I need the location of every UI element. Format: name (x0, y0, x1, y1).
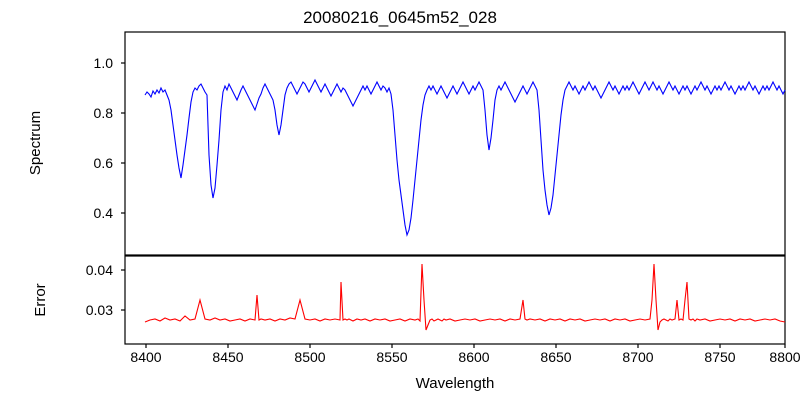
error-panel-border (125, 256, 785, 344)
xtick-8550: 8550 (376, 349, 407, 365)
error-ylabel: Error (32, 283, 49, 316)
xtick-8750: 8750 (704, 349, 735, 365)
xtick-8400: 8400 (130, 349, 161, 365)
error-ytick-0-03: 0.03 (86, 302, 113, 318)
spectrum-panel-border (125, 32, 785, 255)
x-axis-ticks: 8400 8450 8500 8550 8600 8650 8700 8750 … (130, 344, 800, 365)
error-data-line[interactable] (145, 264, 785, 330)
spectrum-yaxis-ticks: 1.0 0.8 0.6 0.4 (94, 55, 125, 221)
spectrum-ytick-0-4: 0.4 (94, 205, 114, 221)
x-axis: 8400 8450 8500 8550 8600 8650 8700 8750 … (130, 344, 800, 392)
error-ytick-0-04: 0.04 (86, 262, 113, 278)
chart-canvas[interactable]: 1.0 0.8 0.6 0.4 Spectrum 0.04 0.03 (0, 0, 800, 400)
xtick-8800: 8800 (769, 349, 800, 365)
spectrum-ytick-0-8: 0.8 (94, 105, 114, 121)
spectrum-ytick-1-0: 1.0 (94, 55, 114, 71)
error-yaxis-ticks: 0.04 0.03 (86, 262, 125, 318)
error-panel: 0.04 0.03 Error (32, 256, 785, 344)
xtick-8500: 8500 (294, 349, 325, 365)
xtick-8450: 8450 (212, 349, 243, 365)
x-axis-label: Wavelength (416, 375, 495, 392)
xtick-8700: 8700 (622, 349, 653, 365)
spectrum-ylabel: Spectrum (27, 111, 44, 175)
spectrum-panel: 1.0 0.8 0.6 0.4 Spectrum (27, 32, 785, 255)
xtick-8600: 8600 (458, 349, 489, 365)
xtick-8650: 8650 (540, 349, 571, 365)
spectrum-data-line[interactable] (145, 80, 785, 235)
spectrum-ytick-0-6: 0.6 (94, 155, 114, 171)
